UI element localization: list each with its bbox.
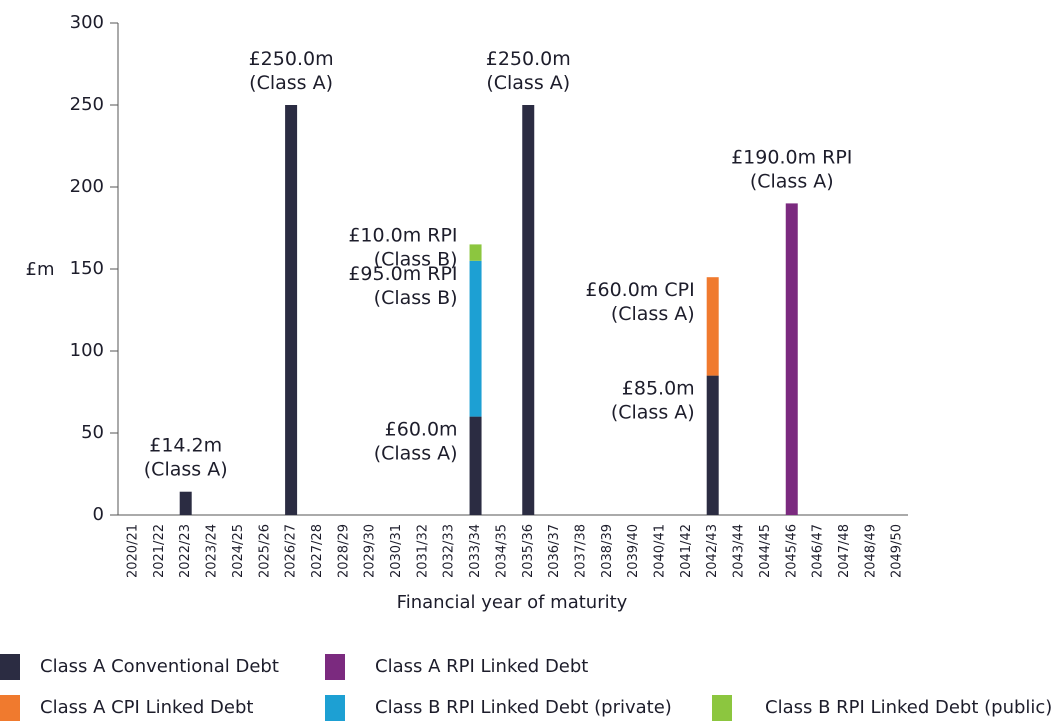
x-tick-label: 2045/46 (784, 524, 799, 578)
x-tick-label: 2026/27 (284, 524, 299, 578)
legend-swatch (0, 695, 20, 721)
y-axis-label: £m (26, 259, 55, 280)
bar-segment (706, 375, 719, 515)
x-tick-label: 2047/48 (837, 524, 852, 578)
legend-swatch (325, 654, 345, 680)
x-tick-label: 2043/44 (732, 524, 747, 578)
data-label: £60.0m (Class A) (374, 418, 458, 464)
x-tick-label: 2049/50 (890, 524, 905, 578)
x-tick-label: 2041/42 (679, 524, 694, 578)
legend-label: Class B RPI Linked Debt (public) (765, 697, 1052, 718)
x-axis-label: Financial year of maturity (397, 592, 628, 613)
data-label: £14.2m (Class A) (144, 434, 228, 480)
bar-segment (469, 416, 482, 515)
bar-segment (179, 491, 192, 515)
legend-swatch (0, 654, 20, 680)
x-tick-label: 2023/24 (205, 524, 220, 578)
y-tick-label: 0 (93, 504, 104, 525)
legend-label: Class B RPI Linked Debt (private) (375, 697, 672, 718)
x-tick-label: 2031/32 (415, 524, 430, 578)
bar-segment (285, 105, 298, 515)
x-tick-label: 2020/21 (126, 524, 141, 578)
data-label: £250.0m (Class A) (486, 48, 571, 94)
x-tick-label: 2042/43 (705, 524, 720, 578)
x-tick-label: 2032/33 (442, 524, 457, 578)
data-label: £95.0m RPI (Class B) (348, 262, 457, 308)
x-tick-label: 2048/49 (863, 524, 878, 578)
x-tick-label: 2028/29 (336, 524, 351, 578)
legend-swatch (712, 695, 732, 721)
x-tick-label: 2044/45 (758, 524, 773, 578)
y-tick-label: 300 (70, 12, 104, 33)
x-tick-label: 2038/39 (600, 524, 615, 578)
x-tick-label: 2027/28 (310, 524, 325, 578)
bar-segment (469, 244, 482, 261)
x-tick-label: 2022/23 (178, 524, 193, 578)
x-tick-label: 2037/38 (573, 524, 588, 578)
bar-segment (469, 260, 482, 417)
legend-label: Class A Conventional Debt (40, 656, 279, 677)
y-tick-label: 200 (70, 176, 104, 197)
x-tick-label: 2035/36 (521, 524, 536, 578)
x-tick-label: 2046/47 (811, 524, 826, 578)
x-tick-label: 2025/26 (257, 524, 272, 578)
y-tick-label: 50 (81, 422, 104, 443)
bar-segment (706, 277, 719, 376)
y-tick-label: 250 (70, 94, 104, 115)
x-tick-label: 2030/31 (389, 524, 404, 578)
legend-swatch (325, 695, 345, 721)
x-tick-label: 2040/41 (653, 524, 668, 578)
y-tick-label: 150 (70, 258, 104, 279)
legend-label: Class A CPI Linked Debt (40, 697, 253, 718)
x-tick-label: 2024/25 (231, 524, 246, 578)
x-tick-label: 2033/34 (468, 524, 483, 578)
x-tick-label: 2039/40 (626, 524, 641, 578)
x-tick-label: 2021/22 (152, 524, 167, 578)
bar-segment (785, 203, 798, 515)
bar-segment (522, 105, 535, 515)
data-label: £60.0m CPI (Class A) (585, 279, 694, 325)
x-tick-label: 2036/37 (547, 524, 562, 578)
legend-label: Class A RPI Linked Debt (375, 656, 588, 677)
data-label: £250.0m (Class A) (249, 48, 334, 94)
data-label: £190.0m RPI (Class A) (731, 146, 852, 192)
y-tick-label: 100 (70, 340, 104, 361)
data-label: £85.0m (Class A) (611, 377, 695, 423)
x-tick-label: 2034/35 (494, 524, 509, 578)
x-tick-label: 2029/30 (363, 524, 378, 578)
data-label: £10.0m RPI (Class B) (348, 224, 457, 270)
